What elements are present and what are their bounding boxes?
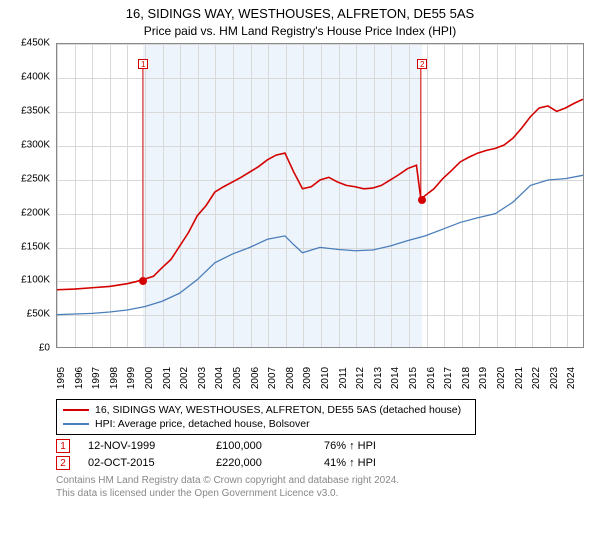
x-tick-label: 2023 (549, 367, 560, 389)
series-hpi (57, 176, 583, 315)
footer-line1: Contains HM Land Registry data © Crown c… (56, 474, 588, 487)
transaction-delta: 41% ↑ HPI (324, 457, 376, 469)
y-tick-label: £250K (21, 173, 50, 184)
price-point (418, 196, 426, 204)
footer-line2: This data is licensed under the Open Gov… (56, 487, 588, 500)
x-tick-label: 2016 (426, 367, 437, 389)
x-tick-label: 2020 (496, 367, 507, 389)
y-tick-label: £200K (21, 207, 50, 218)
y-axis-labels: £0£50K£100K£150K£200K£250K£300K£350K£400… (12, 43, 52, 348)
x-tick-label: 2007 (267, 367, 278, 389)
transaction-table: 1 12-NOV-1999 £100,000 76% ↑ HPI 2 02-OCT-201… (56, 439, 588, 470)
y-tick-label: £350K (21, 106, 50, 117)
legend-label: HPI: Average price, detached house, Bols… (95, 418, 310, 430)
y-tick-label: £100K (21, 275, 50, 286)
x-tick-label: 2003 (197, 367, 208, 389)
x-tick-label: 2008 (285, 367, 296, 389)
transaction-date: 12-NOV-1999 (88, 440, 198, 452)
transaction-price: £100,000 (216, 440, 306, 452)
x-tick-label: 1996 (74, 367, 85, 389)
transaction-marker: 2 (417, 59, 427, 69)
legend-item: HPI: Average price, detached house, Bols… (63, 418, 469, 430)
footer: Contains HM Land Registry data © Crown c… (56, 474, 588, 500)
line-series (57, 44, 583, 347)
legend-swatch (63, 423, 89, 425)
y-tick-label: £150K (21, 241, 50, 252)
x-tick-label: 1998 (109, 367, 120, 389)
legend-label: 16, SIDINGS WAY, WESTHOUSES, ALFRETON, D… (95, 404, 461, 416)
x-tick-label: 1995 (56, 367, 67, 389)
x-tick-label: 2005 (232, 367, 243, 389)
legend-item: 16, SIDINGS WAY, WESTHOUSES, ALFRETON, D… (63, 404, 469, 416)
x-tick-label: 2012 (355, 367, 366, 389)
series-price_paid (57, 99, 583, 290)
x-tick-label: 2004 (214, 367, 225, 389)
x-tick-label: 2024 (566, 367, 577, 389)
x-axis-labels: 1995 1996 1997 1998 1999 2000 2001 2002 2003 2004… (56, 350, 584, 392)
x-tick-label: 2015 (408, 367, 419, 389)
x-tick-label: 2001 (162, 367, 173, 389)
x-tick-label: 2013 (373, 367, 384, 389)
y-tick-label: £400K (21, 72, 50, 83)
price-point (139, 277, 147, 285)
x-tick-label: 1997 (91, 367, 102, 389)
transaction-row: 1 12-NOV-1999 £100,000 76% ↑ HPI (56, 439, 588, 453)
transaction-price: £220,000 (216, 457, 306, 469)
legend-swatch (63, 409, 89, 411)
x-tick-label: 2018 (461, 367, 472, 389)
y-tick-label: £450K (21, 38, 50, 49)
title-line2: Price paid vs. HM Land Registry's House … (12, 24, 588, 39)
x-tick-label: 2019 (478, 367, 489, 389)
x-tick-label: 2006 (250, 367, 261, 389)
x-tick-label: 2000 (144, 367, 155, 389)
x-tick-label: 2011 (338, 367, 349, 389)
y-tick-label: £50K (27, 309, 50, 320)
transaction-date: 02-OCT-2015 (88, 457, 198, 469)
transaction-marker: 1 (138, 59, 148, 69)
transaction-index: 1 (56, 439, 70, 453)
x-tick-label: 2017 (443, 367, 454, 389)
chart-title: 16, SIDINGS WAY, WESTHOUSES, ALFRETON, D… (12, 6, 588, 39)
y-tick-label: £300K (21, 139, 50, 150)
plot-area: 12 (56, 43, 584, 348)
transaction-row: 2 02-OCT-2015 £220,000 41% ↑ HPI (56, 456, 588, 470)
x-tick-label: 2002 (179, 367, 190, 389)
x-tick-label: 2009 (302, 367, 313, 389)
y-tick-label: £0 (39, 343, 50, 354)
chart: £0 £50K £100K £150K £200K £250K £300K £350K £400… (12, 43, 588, 393)
transaction-delta: 76% ↑ HPI (324, 440, 376, 452)
legend: 16, SIDINGS WAY, WESTHOUSES, ALFRETON, D… (56, 399, 476, 435)
x-tick-label: 2021 (514, 367, 525, 389)
x-tick-label: 1999 (126, 367, 137, 389)
title-line1: 16, SIDINGS WAY, WESTHOUSES, ALFRETON, D… (126, 6, 474, 21)
x-tick-label: 2022 (531, 367, 542, 389)
transaction-index: 2 (56, 456, 70, 470)
x-tick-label: 2010 (320, 367, 331, 389)
x-tick-label: 2014 (390, 367, 401, 389)
